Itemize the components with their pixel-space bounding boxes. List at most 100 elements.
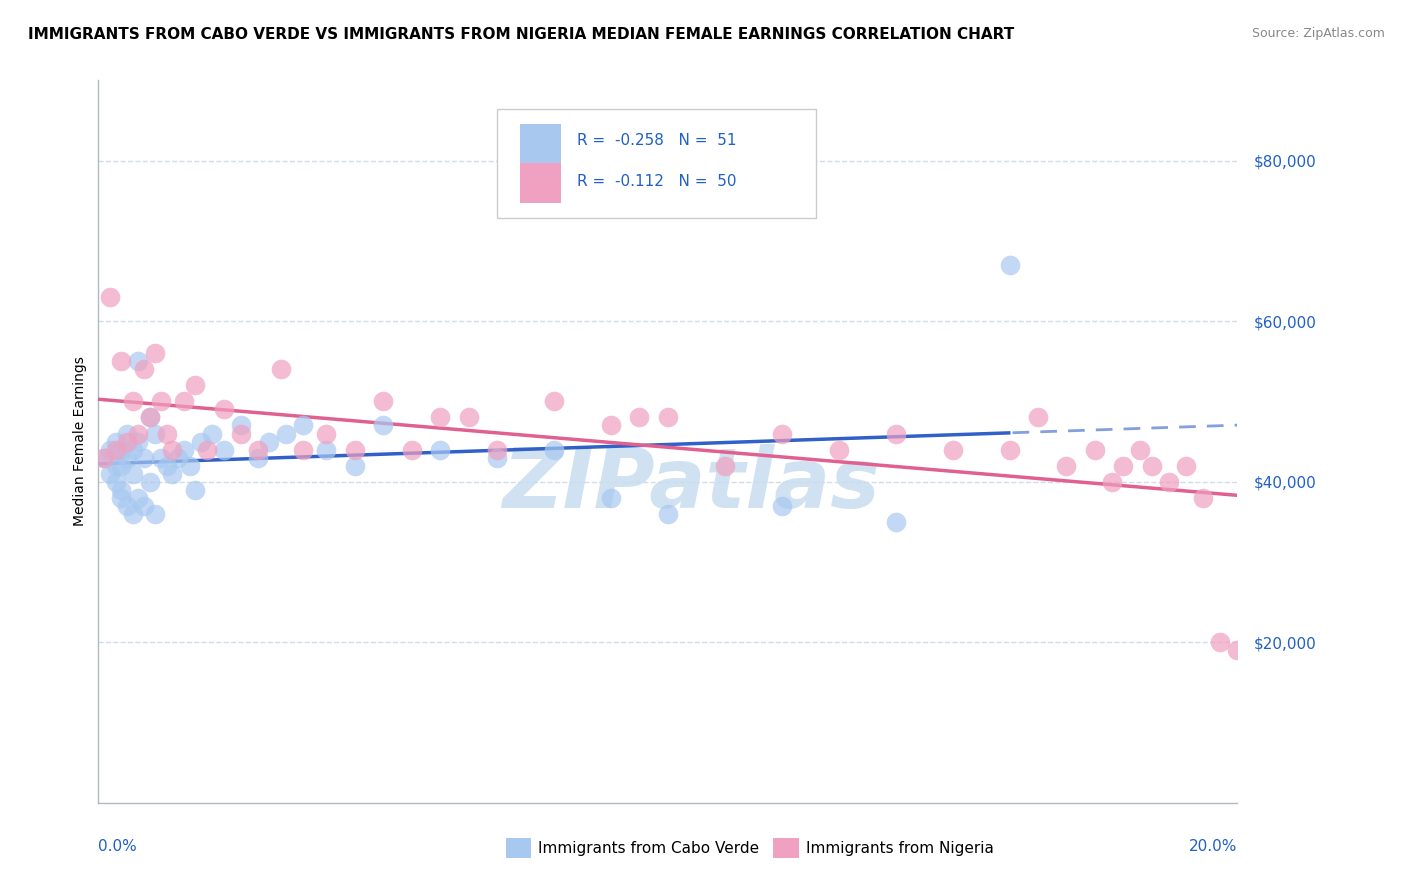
Text: Source: ZipAtlas.com: Source: ZipAtlas.com bbox=[1251, 27, 1385, 40]
Point bbox=[486, 442, 509, 457]
Point bbox=[373, 394, 395, 409]
Point bbox=[110, 483, 132, 497]
Text: 0.0%: 0.0% bbox=[98, 838, 138, 854]
Text: Immigrants from Nigeria: Immigrants from Nigeria bbox=[806, 841, 994, 855]
Point bbox=[998, 258, 1021, 272]
Point bbox=[1157, 475, 1180, 489]
Point bbox=[115, 426, 138, 441]
Point bbox=[373, 418, 395, 433]
Point bbox=[270, 362, 292, 376]
Point bbox=[110, 354, 132, 368]
Point bbox=[104, 434, 127, 449]
Text: IMMIGRANTS FROM CABO VERDE VS IMMIGRANTS FROM NIGERIA MEDIAN FEMALE EARNINGS COR: IMMIGRANTS FROM CABO VERDE VS IMMIGRANTS… bbox=[28, 27, 1014, 42]
Point bbox=[115, 434, 138, 449]
Point bbox=[104, 475, 127, 489]
Point bbox=[121, 467, 143, 481]
Point bbox=[173, 394, 195, 409]
Point bbox=[1056, 458, 1078, 473]
Point bbox=[195, 442, 218, 457]
Point bbox=[429, 410, 451, 425]
Text: ZIPatlas: ZIPatlas bbox=[502, 444, 880, 525]
Point bbox=[229, 426, 252, 441]
Point bbox=[184, 483, 207, 497]
Point bbox=[98, 467, 121, 481]
Point bbox=[127, 491, 149, 505]
Point bbox=[457, 410, 479, 425]
Point bbox=[1209, 635, 1232, 649]
FancyBboxPatch shape bbox=[498, 109, 815, 218]
Point bbox=[127, 354, 149, 368]
Point bbox=[150, 450, 173, 465]
Point bbox=[1026, 410, 1049, 425]
Point bbox=[98, 290, 121, 304]
Point bbox=[259, 434, 281, 449]
Point bbox=[184, 378, 207, 392]
Point bbox=[343, 458, 366, 473]
Point bbox=[115, 499, 138, 513]
Point bbox=[104, 442, 127, 457]
Point bbox=[162, 467, 184, 481]
Point bbox=[110, 491, 132, 505]
Point bbox=[145, 346, 167, 360]
Point bbox=[93, 450, 115, 465]
Point bbox=[156, 458, 179, 473]
Point bbox=[1084, 442, 1107, 457]
Point bbox=[167, 450, 190, 465]
Point bbox=[401, 442, 423, 457]
Point bbox=[246, 442, 269, 457]
Point bbox=[884, 515, 907, 529]
Point bbox=[543, 442, 565, 457]
Point bbox=[145, 507, 167, 521]
Point bbox=[138, 475, 160, 489]
Point bbox=[942, 442, 965, 457]
Point bbox=[1175, 458, 1198, 473]
Point bbox=[292, 418, 315, 433]
Point bbox=[121, 442, 143, 457]
Point bbox=[190, 434, 212, 449]
Point bbox=[486, 450, 509, 465]
Point bbox=[1192, 491, 1215, 505]
Point bbox=[628, 410, 651, 425]
Point bbox=[343, 442, 366, 457]
Text: 20.0%: 20.0% bbox=[1189, 838, 1237, 854]
Point bbox=[212, 442, 235, 457]
Point bbox=[1226, 643, 1249, 657]
Point bbox=[121, 394, 143, 409]
Point bbox=[998, 442, 1021, 457]
Bar bbox=[520, 124, 561, 163]
Point bbox=[173, 442, 195, 457]
Point bbox=[714, 458, 737, 473]
Point bbox=[543, 394, 565, 409]
Point bbox=[1112, 458, 1135, 473]
Point bbox=[145, 426, 167, 441]
Point bbox=[600, 418, 623, 433]
Point bbox=[162, 442, 184, 457]
Point bbox=[150, 394, 173, 409]
Point bbox=[98, 442, 121, 457]
Point bbox=[110, 442, 132, 457]
Point bbox=[246, 450, 269, 465]
Point bbox=[657, 410, 679, 425]
Point bbox=[1140, 458, 1163, 473]
Point bbox=[201, 426, 224, 441]
Point bbox=[1101, 475, 1123, 489]
Text: R =  -0.112   N =  50: R = -0.112 N = 50 bbox=[576, 174, 737, 189]
Point bbox=[179, 458, 201, 473]
Point bbox=[770, 426, 793, 441]
Point bbox=[212, 402, 235, 417]
Point bbox=[229, 418, 252, 433]
Point bbox=[657, 507, 679, 521]
Point bbox=[276, 426, 298, 441]
Point bbox=[156, 426, 179, 441]
Point bbox=[429, 442, 451, 457]
Point bbox=[127, 426, 149, 441]
Point bbox=[770, 499, 793, 513]
Point bbox=[138, 410, 160, 425]
Text: Immigrants from Cabo Verde: Immigrants from Cabo Verde bbox=[538, 841, 759, 855]
Point bbox=[884, 426, 907, 441]
Point bbox=[132, 499, 155, 513]
Point bbox=[132, 450, 155, 465]
Point bbox=[600, 491, 623, 505]
Point bbox=[121, 507, 143, 521]
Point bbox=[1129, 442, 1152, 457]
